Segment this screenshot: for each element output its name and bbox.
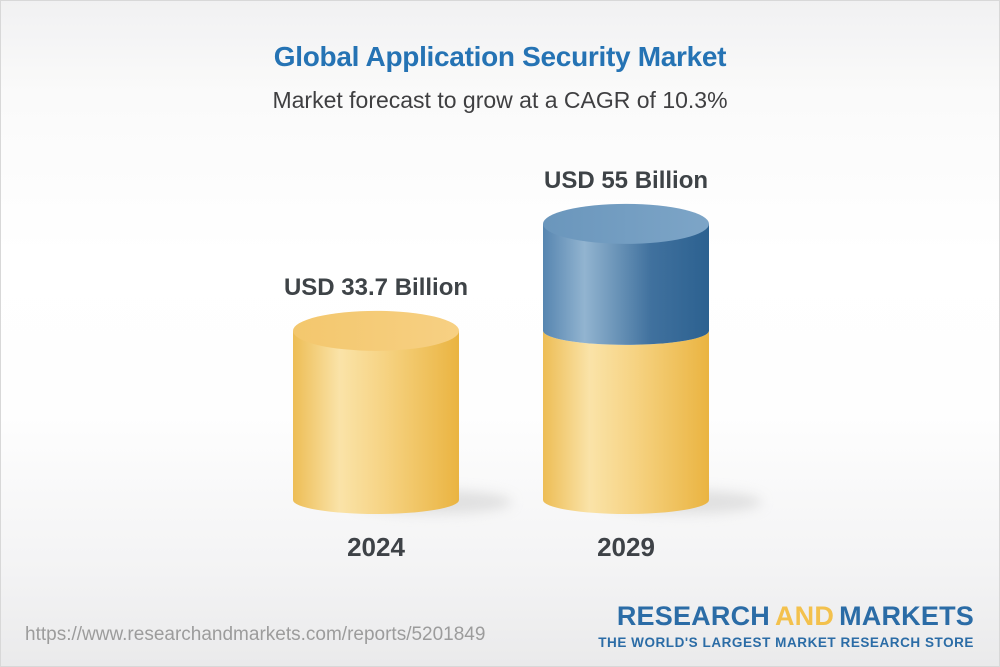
- logo-tagline: THE WORLD'S LARGEST MARKET RESEARCH STOR…: [598, 634, 974, 650]
- x-axis-label-2029: 2029: [597, 532, 655, 562]
- report-url-link[interactable]: https://www.researchandmarkets.com/repor…: [25, 624, 486, 645]
- company-logo[interactable]: RESEARCH AND MARKETS THE WORLD'S LARGEST M…: [598, 601, 974, 650]
- cylinder-segment-blue: [543, 223, 709, 345]
- bar-value-label-2024: USD 33.7 Billion: [283, 274, 469, 301]
- cylinder-segment-gold: [293, 330, 459, 514]
- cylinder-top-cap: [293, 310, 459, 351]
- cylinder-bar-2029: [543, 203, 762, 514]
- x-axis-label-2024: 2024: [347, 532, 405, 562]
- logo-wordmark: RESEARCH AND MARKETS: [616, 601, 974, 632]
- cylinder-segment-gold: [543, 330, 709, 514]
- page-title: Global Application Security Market: [273, 41, 727, 72]
- logo-word-research: RESEARCH: [616, 601, 770, 631]
- cylinder-bar-2024: [293, 310, 512, 514]
- logo-word-and: AND: [774, 601, 835, 631]
- cylinder-top-cap: [543, 203, 709, 244]
- logo-word-markets: MARKETS: [839, 601, 974, 631]
- bar-value-label-2029: USD 55 Billion: [543, 167, 709, 194]
- page-subtitle: Market forecast to grow at a CAGR of 10.…: [272, 87, 728, 113]
